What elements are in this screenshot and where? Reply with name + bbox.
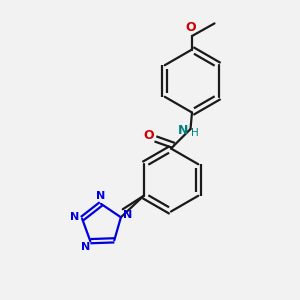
- Text: O: O: [185, 21, 196, 34]
- Text: N: N: [82, 242, 91, 252]
- Text: N: N: [178, 124, 188, 137]
- Text: O: O: [143, 129, 154, 142]
- Text: N: N: [96, 191, 105, 201]
- Text: N: N: [123, 210, 133, 220]
- Text: N: N: [70, 212, 80, 222]
- Text: H: H: [191, 128, 199, 139]
